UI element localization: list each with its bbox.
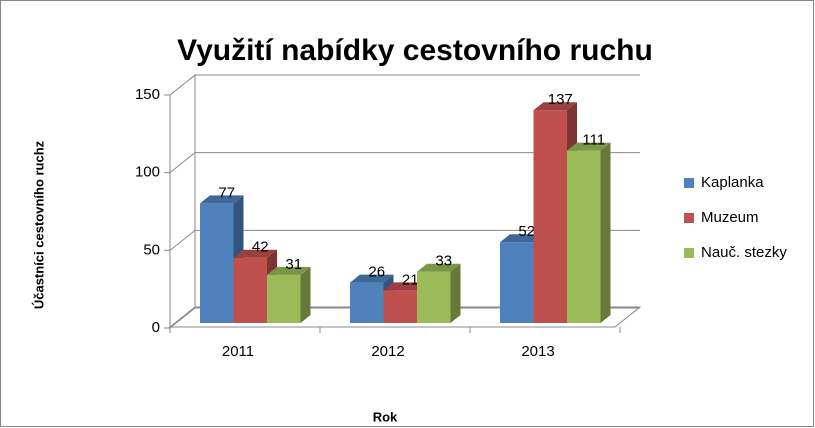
y-tick-label: 150 (135, 86, 160, 103)
bar-top (500, 234, 544, 243)
x-tick-label: 2011 (222, 343, 254, 360)
data-label: 52 (518, 223, 535, 240)
bar-top (383, 282, 427, 291)
legend-label: Kaplanka (701, 174, 764, 191)
x-tick-label: 2012 (371, 343, 404, 360)
legend-label: Muzeum (701, 209, 759, 226)
y-tick-label: 50 (143, 241, 160, 258)
bar (417, 271, 451, 323)
legend-swatch (684, 248, 694, 258)
bar (533, 110, 567, 324)
bar-top (267, 266, 311, 275)
data-label: 21 (402, 271, 419, 288)
data-label: 137 (548, 91, 573, 108)
bar (267, 274, 301, 323)
bar-side (450, 263, 461, 323)
data-label: 111 (582, 132, 605, 149)
bar-side (600, 142, 611, 323)
bar-top (533, 102, 577, 111)
bar-top (417, 263, 461, 272)
bar (567, 150, 601, 323)
legend-swatch (684, 178, 694, 188)
bar-top (200, 195, 244, 204)
grid-line (169, 229, 640, 251)
bar (500, 242, 534, 323)
grid-line (169, 152, 640, 174)
data-label: 31 (285, 256, 302, 273)
bar (350, 282, 384, 323)
data-label: 26 (368, 264, 385, 281)
data-label: 33 (435, 253, 452, 270)
y-tick-label: 100 (135, 164, 160, 181)
grid-line (169, 307, 640, 329)
bar-top (350, 274, 394, 283)
bar (233, 257, 267, 323)
legend-swatch (684, 213, 694, 223)
bar-side (300, 266, 311, 323)
x-axis-label: Rok (373, 409, 398, 424)
y-axis-label: Účastníci cestovního ruchz (31, 140, 46, 309)
bar (383, 290, 417, 323)
bar-top (233, 249, 277, 258)
y-tick-label: 0 (152, 319, 160, 336)
data-label: 77 (218, 184, 235, 201)
bar-top (567, 142, 611, 151)
grid-line (169, 74, 640, 96)
x-tick-label: 2013 (521, 343, 554, 360)
data-label: 42 (252, 239, 269, 256)
bar (200, 203, 234, 323)
chart-title: Využití nabídky cestovního ruchu (177, 34, 653, 67)
legend-label: Nauč. stezky (701, 244, 787, 261)
